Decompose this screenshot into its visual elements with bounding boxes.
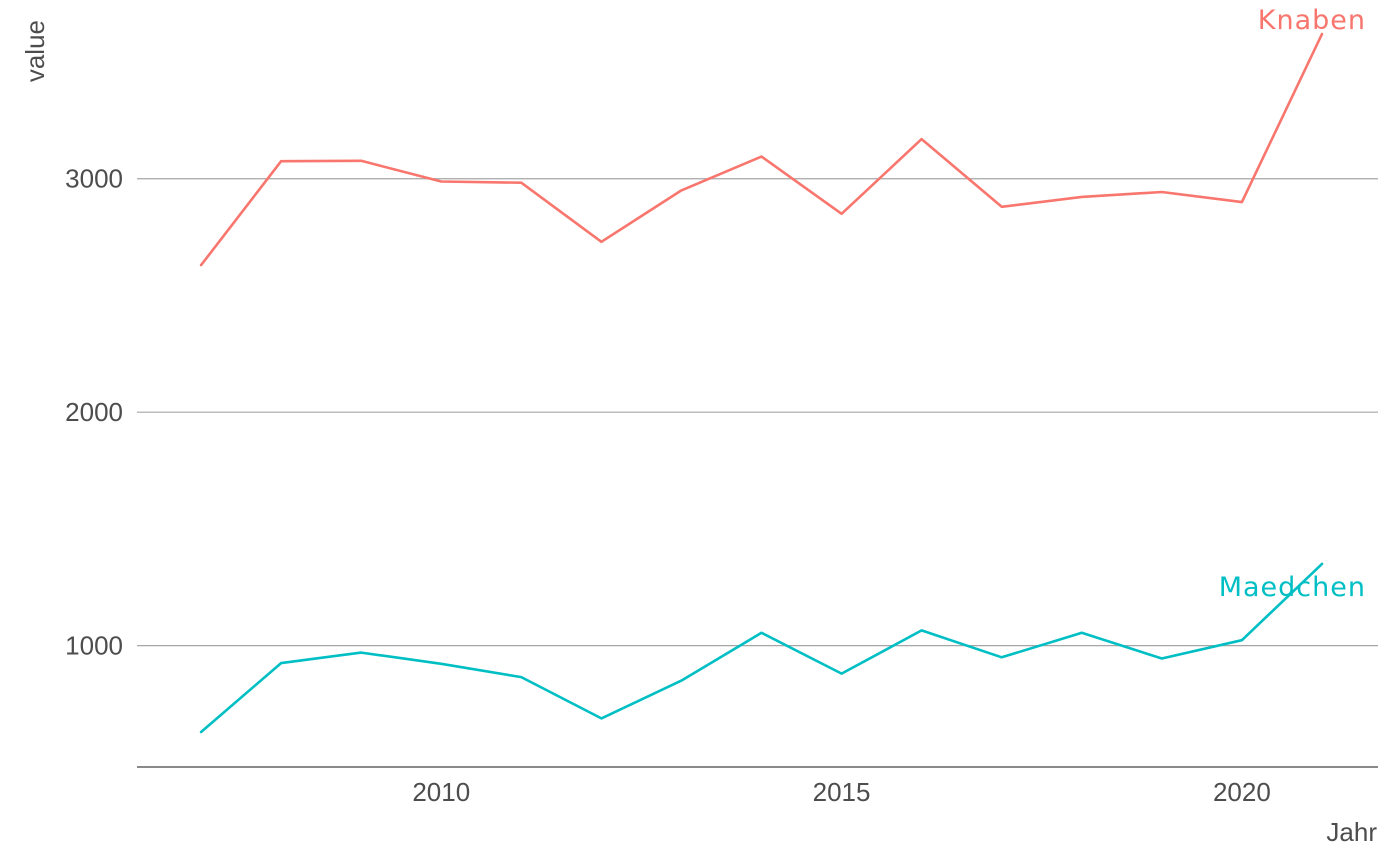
series-labels: Knaben Maedchen xyxy=(1219,5,1366,603)
y-axis-title: value xyxy=(20,20,50,82)
x-tick-label: 2020 xyxy=(1213,777,1271,807)
tick-labels: 1000 2000 3000 2010 2015 2020 xyxy=(65,164,1271,807)
y-tick-label: 3000 xyxy=(65,164,123,194)
y-tick-label: 2000 xyxy=(65,397,123,427)
y-tick-label: 1000 xyxy=(65,631,123,661)
x-tick-label: 2015 xyxy=(813,777,871,807)
x-axis-title: Jahr xyxy=(1326,817,1377,847)
series-label-knaben: Knaben xyxy=(1258,5,1366,36)
series-lines xyxy=(199,32,1324,734)
x-tick-label: 2010 xyxy=(412,777,470,807)
gridlines xyxy=(137,178,1378,647)
series-line-maedchen xyxy=(199,562,1324,734)
series-label-maedchen: Maedchen xyxy=(1219,572,1366,603)
series-line-knaben xyxy=(199,32,1324,267)
